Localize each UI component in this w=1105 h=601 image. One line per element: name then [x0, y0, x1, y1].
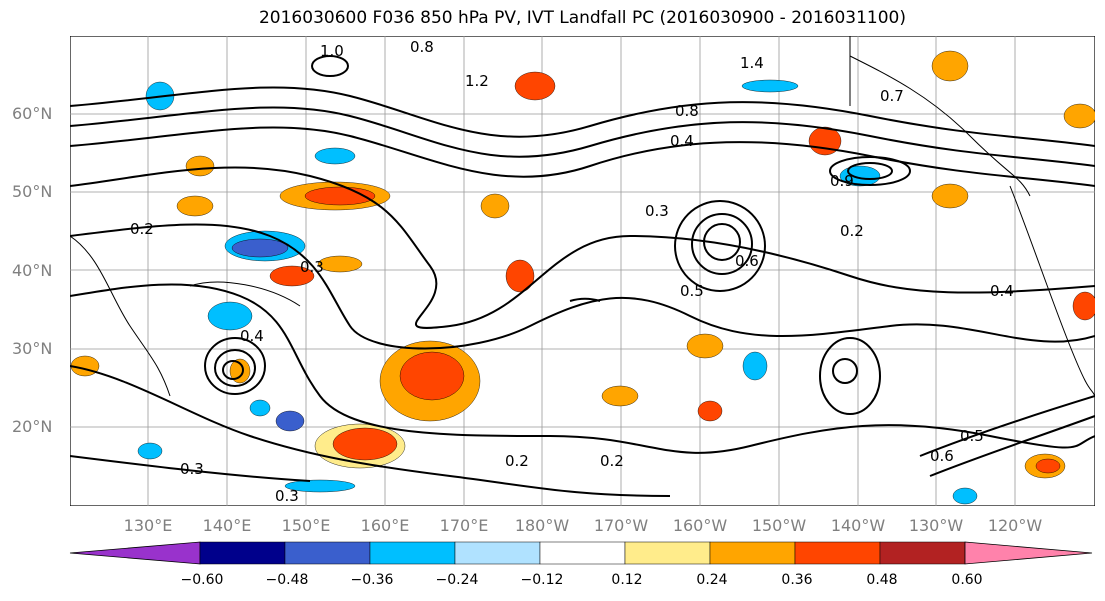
colorbar-segment — [879, 541, 966, 565]
contour-label: 0.3 — [275, 487, 299, 505]
coastlines — [70, 36, 1095, 397]
colorbar-tick: −0.60 — [180, 572, 224, 588]
lat-label: 30°N — [12, 339, 53, 358]
lon-label: 180°W — [514, 516, 570, 535]
colorbar-segment — [624, 541, 711, 565]
colorbar-segment — [454, 541, 541, 565]
colorbar-tick: −0.12 — [520, 572, 564, 588]
figure-title: 2016030600 F036 850 hPa PV, IVT Landfall… — [258, 8, 906, 28]
contour-label: 0.4 — [990, 282, 1014, 300]
contour-label: 1.0 — [320, 42, 344, 60]
colorbar-segment — [709, 541, 796, 565]
lat-label: 40°N — [12, 261, 53, 280]
lon-label: 120°W — [987, 516, 1043, 535]
colorbar-extend-high — [964, 541, 1093, 565]
colorbar-tick: −0.36 — [350, 572, 394, 588]
lon-label: 170°W — [593, 516, 649, 535]
lon-label: 130°E — [123, 516, 173, 535]
contour-label: 0.6 — [930, 447, 954, 465]
colorbar-segment — [794, 541, 881, 565]
contour-label: 0.2 — [505, 452, 529, 470]
colorbar-tick: −0.24 — [435, 572, 479, 588]
colorbar-tick: 0.36 — [781, 572, 813, 588]
contour-label: 0.5 — [960, 427, 984, 445]
colorbar-extend-low — [69, 541, 201, 565]
contour-label: 0.7 — [880, 87, 904, 105]
colorbar-segment — [369, 541, 456, 565]
contour-labels: 1.0 0.8 1.2 1.4 0.8 0.4 0.3 0.2 0.3 0.4 … — [130, 38, 1014, 505]
map-panel: 1.0 0.8 1.2 1.4 0.8 0.4 0.3 0.2 0.3 0.4 … — [70, 36, 1095, 506]
contour-label: 0.9 — [830, 172, 854, 190]
contour-label: 0.4 — [240, 327, 264, 345]
lat-label: 20°N — [12, 417, 53, 436]
contour-label: 0.2 — [600, 452, 624, 470]
contour-label: 0.4 — [670, 132, 694, 150]
lon-label: 170°E — [439, 516, 489, 535]
contour-label: 0.8 — [410, 38, 434, 56]
colorbar-tick: 0.12 — [611, 572, 643, 588]
contour-label: 0.6 — [735, 252, 759, 270]
colorbar-tick: −0.48 — [265, 572, 309, 588]
contour-label: 0.5 — [680, 282, 704, 300]
contour-label: 1.2 — [465, 72, 489, 90]
lon-label: 160°E — [360, 516, 410, 535]
lat-label: 60°N — [12, 104, 53, 123]
contour-label: 1.4 — [740, 54, 764, 72]
lon-label: 130°W — [908, 516, 964, 535]
lon-label: 160°W — [672, 516, 728, 535]
colorbar-segment — [284, 541, 371, 565]
lat-label: 50°N — [12, 182, 53, 201]
colorbar-tick: 0.60 — [951, 572, 983, 588]
colorbar-tick: 0.48 — [866, 572, 898, 588]
lon-label: 150°W — [751, 516, 807, 535]
colorbar — [69, 541, 1093, 565]
contour-label: 0.3 — [645, 202, 669, 220]
colorbar-segment — [199, 541, 286, 565]
contour-label: 0.3 — [180, 460, 204, 478]
lon-label: 140°W — [830, 516, 886, 535]
gridlines — [70, 36, 1095, 506]
contour-label: 0.2 — [840, 222, 864, 240]
contour-label: 0.8 — [675, 102, 699, 120]
colorbar-tick: 0.24 — [696, 572, 728, 588]
colorbar-segment — [539, 541, 626, 565]
contour-label: 0.3 — [300, 258, 324, 276]
lon-label: 140°E — [202, 516, 252, 535]
lon-label: 150°E — [281, 516, 331, 535]
contour-label: 0.2 — [130, 220, 154, 238]
ivt-contours — [70, 55, 1095, 497]
